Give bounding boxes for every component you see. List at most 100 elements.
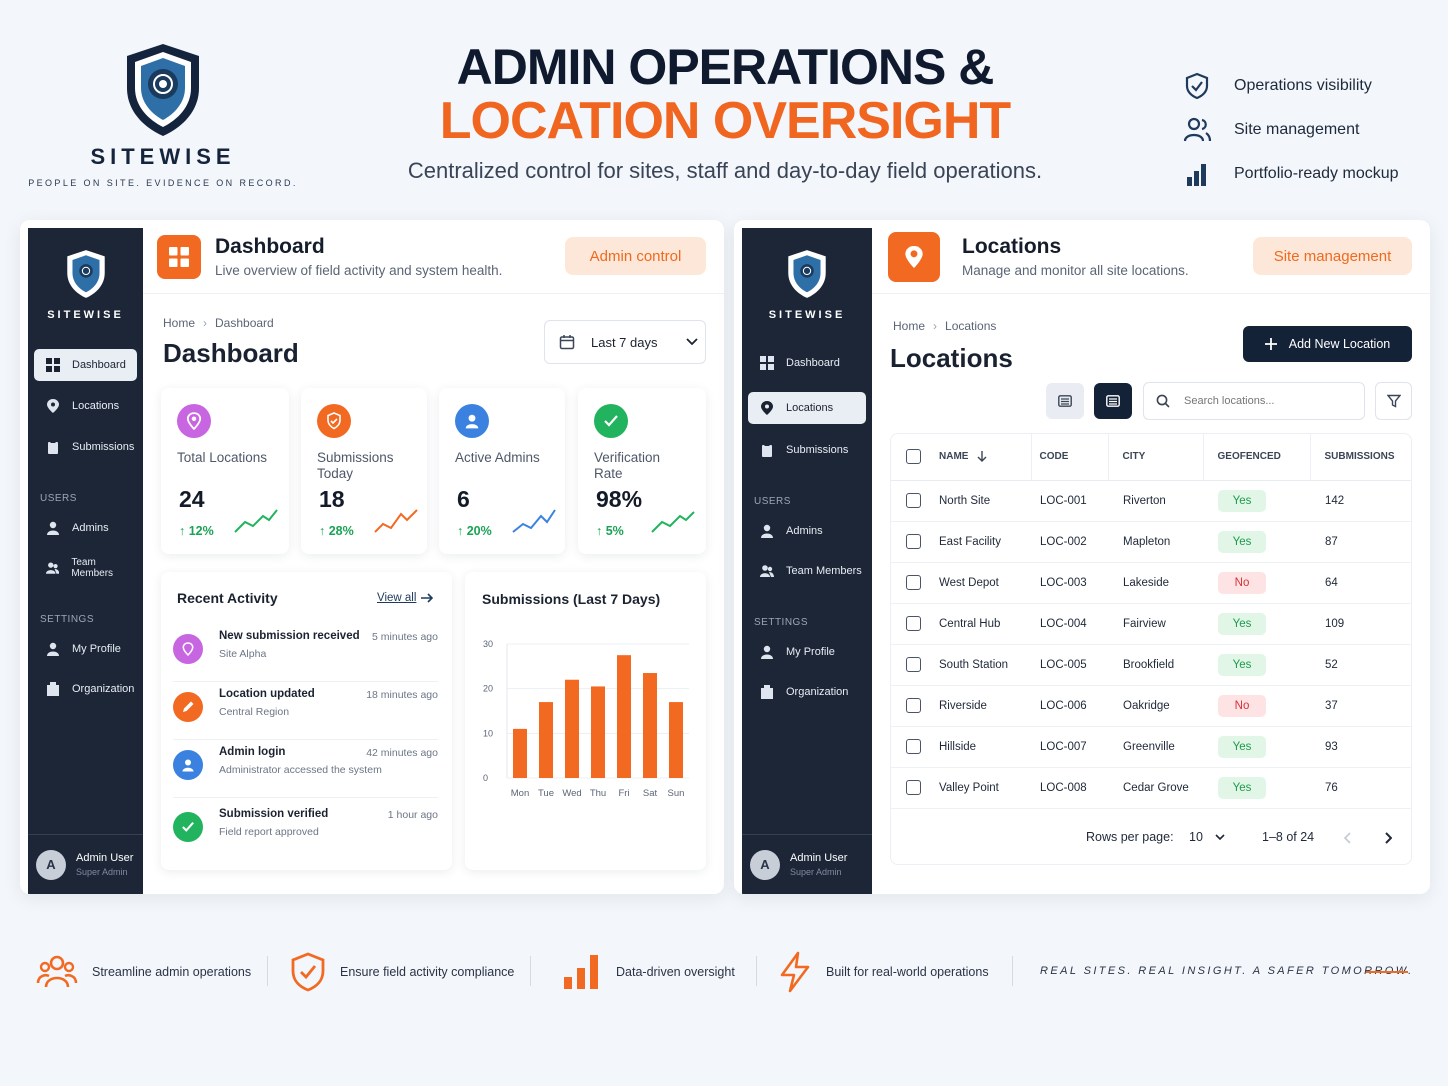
column-header-geofenced[interactable]: GEOFENCED [1202,434,1310,481]
stat-card-submissions-today[interactable]: Submissions Today 18 ↑ 28% [301,388,427,554]
activity-item[interactable]: Submission verified Field report approve… [173,804,438,860]
row-checkbox[interactable] [906,698,921,713]
bar-tue[interactable] [539,702,553,778]
search-input[interactable] [1184,395,1344,407]
activity-subtitle: Central Region [219,706,290,718]
stat-card-total-locations[interactable]: Total Locations 24 ↑ 12% [161,388,289,554]
feature-label: Operations visibility [1234,77,1372,94]
x-tick-label: Wed [562,788,581,799]
sidebar-item-team-members[interactable]: Team Members [748,555,866,587]
breadcrumb-home[interactable]: Home [163,316,196,330]
stat-card-verification-rate[interactable]: Verification Rate 98% ↑ 5% [578,388,706,554]
select-all-checkbox[interactable] [906,449,921,465]
brand-tagline: PEOPLE ON SITE. EVIDENCE ON RECORD. [28,178,298,188]
column-header-code[interactable]: CODE [1030,434,1108,481]
bar-wed[interactable] [565,679,579,778]
user-name: Admin User [76,852,134,864]
sidebar-item-submissions[interactable]: Submissions [748,434,866,466]
date-range-value: Last 7 days [591,334,658,350]
sidebar-item-admins[interactable]: Admins [748,515,866,547]
add-new-location-button[interactable]: Add New Location [1243,326,1412,362]
row-checkbox[interactable] [906,534,921,549]
stat-card-active-admins[interactable]: Active Admins 6 ↑ 20% [439,388,565,554]
row-select-cell [891,521,939,563]
activity-title: Admin login [219,746,286,758]
sidebar-item-team-members[interactable]: Team Members [34,552,137,584]
sidebar-item-label: My Profile [72,643,121,655]
table-row[interactable]: South Station LOC-005 Brookfield Yes 52 [891,644,1411,686]
table-row[interactable]: West Depot LOC-003 Lakeside No 64 [891,562,1411,604]
sidebar-item-admins[interactable]: Admins [34,512,137,544]
list-view-toggle[interactable] [1046,383,1084,419]
sidebar-item-my-profile[interactable]: My Profile [34,633,137,665]
section-label-settings: SETTINGS [40,614,95,625]
table-row[interactable]: Hillside LOC-007 Greenville Yes 93 [891,726,1411,768]
column-header-submissions[interactable]: SUBMISSIONS [1309,434,1411,481]
row-checkbox[interactable] [906,780,921,795]
stat-change: ↑ 20% [457,524,492,538]
bar-mon[interactable] [513,728,527,778]
breadcrumb-home[interactable]: Home [893,319,926,333]
sidebar-item-my-profile[interactable]: My Profile [748,636,866,668]
sidebar-item-dashboard[interactable]: Dashboard [34,349,137,381]
chevron-right-icon[interactable] [1384,832,1392,844]
footer-label: Streamline admin operations [92,965,252,979]
activity-time: 1 hour ago [387,809,438,821]
cell-code: LOC-008 [1031,767,1108,809]
sidebar-item-dashboard[interactable]: Dashboard [748,347,866,379]
sidebar-item-locations[interactable]: Locations [748,392,866,424]
table-view-toggle[interactable] [1094,383,1132,419]
activity-subtitle: Site Alpha [219,648,267,660]
breadcrumb: Home › Dashboard [163,316,274,330]
sidebar-item-label: Admins [786,525,823,537]
row-checkbox[interactable] [906,575,921,590]
sidebar-item-locations[interactable]: Locations [34,390,137,422]
activity-item[interactable]: Location updated Central Region 18 minut… [173,684,438,740]
bar-sun[interactable] [669,702,683,778]
location-pin-icon [47,399,59,413]
rows-per-page-value: 10 [1189,830,1203,844]
cell-name: Hillside [939,726,1031,768]
building-icon [47,682,59,696]
date-range-select[interactable]: Last 7 days [544,320,706,364]
sidebar: SITEWISE Dashboard Locations Submissions… [742,228,872,894]
shield-icon [317,404,351,438]
row-checkbox[interactable] [906,739,921,754]
sidebar-item-organization[interactable]: Organization [34,673,137,705]
clipboard-icon [762,443,772,457]
row-select-cell [891,726,939,768]
activity-item[interactable]: Admin login Administrator accessed the s… [173,742,438,798]
stat-label: Total Locations [177,450,268,465]
breadcrumb-current: Locations [945,319,997,333]
row-checkbox[interactable] [906,616,921,631]
row-checkbox[interactable] [906,657,921,672]
panel-header: Locations Manage and monitor all site loc… [872,220,1430,294]
x-tick-label: Tue [538,788,554,799]
user-icon [455,404,489,438]
table-row[interactable]: Valley Point LOC-008 Cedar Grove Yes 76 [891,767,1411,809]
bar-thu[interactable] [591,686,605,778]
sidebar-user[interactable]: A Admin User Super Admin [742,834,872,894]
table-row[interactable]: East Facility LOC-002 Mapleton Yes 87 [891,521,1411,563]
view-all-link[interactable]: View all [377,592,434,604]
filter-button[interactable] [1375,382,1412,420]
sidebar-user[interactable]: A Admin User Super Admin [28,834,143,894]
table-row[interactable]: North Site LOC-001 Riverton Yes 142 [891,480,1411,522]
bar-fri[interactable] [617,655,631,778]
locations-table-card: NAME CODE CITY GEOFENCED SUBMISSIONS Nor… [890,433,1412,865]
bar-sat[interactable] [643,673,657,778]
geofence-badge: Yes [1218,735,1266,758]
row-checkbox[interactable] [906,493,921,508]
sidebar-item-organization[interactable]: Organization [748,676,866,708]
activity-item[interactable]: New submission received Site Alpha 5 min… [173,626,438,682]
search-box[interactable] [1143,382,1365,420]
table-row[interactable]: Central Hub LOC-004 Fairview Yes 109 [891,603,1411,645]
column-header-name[interactable]: NAME [939,434,1031,481]
stat-value: 6 [457,486,470,512]
sidebar-item-submissions[interactable]: Submissions [34,431,137,463]
chevron-left-icon[interactable] [1344,832,1352,844]
add-button-label: Add New Location [1288,337,1391,351]
table-row[interactable]: Riverside LOC-006 Oakridge No 37 [891,685,1411,727]
column-header-city[interactable]: CITY [1107,434,1203,481]
rows-per-page-select[interactable]: 10 [1189,830,1225,844]
